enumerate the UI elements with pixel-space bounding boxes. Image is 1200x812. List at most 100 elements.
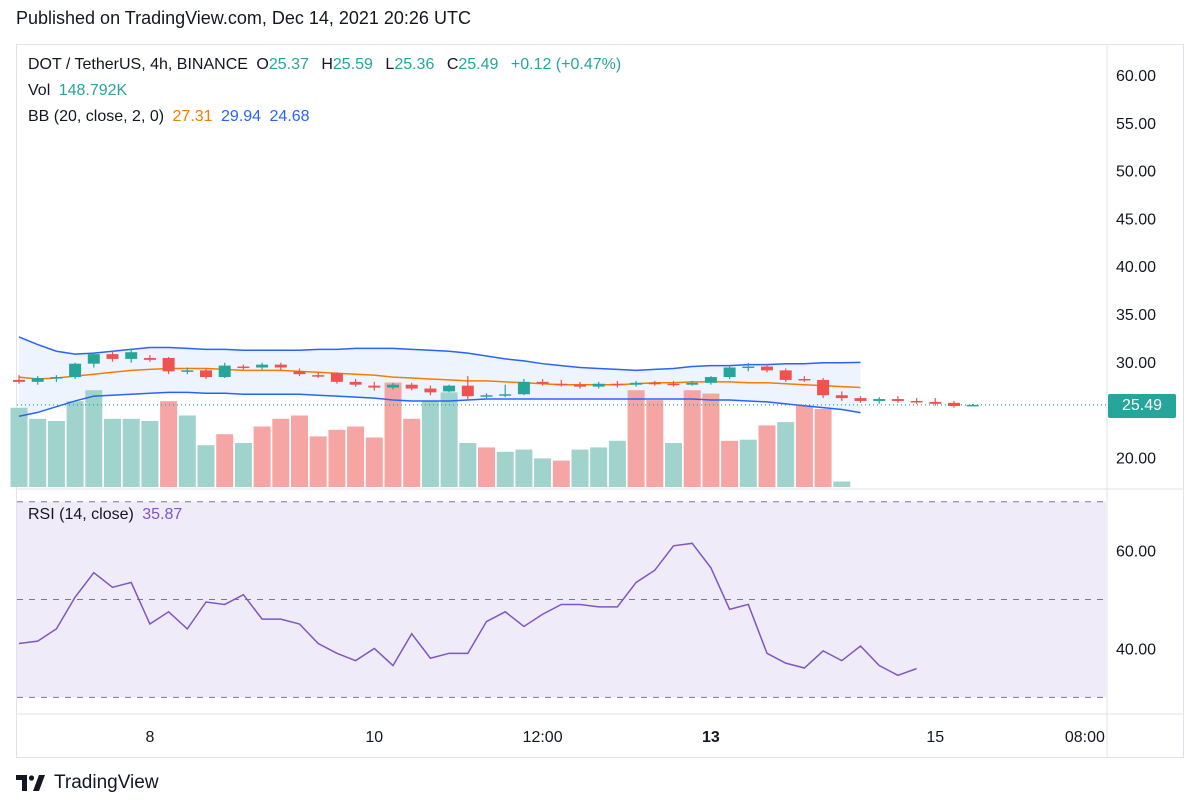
price-tick-label: 35.00 [1116,307,1156,324]
volume-bar [347,426,365,487]
candle-body [630,382,643,385]
bollinger-label[interactable]: BB (20, close, 2, 0) [28,108,165,125]
symbol-name[interactable]: DOT / TetherUS, 4h, BINANCE [28,56,248,73]
volume-label[interactable]: Vol [28,82,51,99]
footer-brand[interactable]: TradingView [54,772,159,793]
rsi-tick-label: 40.00 [1116,641,1156,658]
candle-body [966,404,979,407]
volume-bar [104,418,121,487]
volume-bar [309,436,327,487]
candle-body [948,402,960,407]
candle-body [686,382,699,385]
volume-bar [122,418,140,487]
candle-body [143,357,156,360]
symbol-legend: DOT / TetherUS, 4h, BINANCE O25.37 H25.5… [28,56,625,74]
price-tick-label: 55.00 [1116,116,1156,133]
change-value: +0.12 (+0.47%) [510,56,622,73]
candle-body [387,384,399,388]
candle-body [293,371,306,375]
bb-upper-line [18,336,861,372]
volume-bar [160,401,178,487]
price-tick-label: 20.00 [1116,450,1156,467]
candle-body [817,379,830,396]
bb-lower-line [18,391,861,417]
volume-bar [47,421,65,487]
volume-bar [197,445,215,487]
chart-frame[interactable] [16,44,1184,758]
volume-bar [795,405,813,487]
volume-bar [534,458,552,487]
volume-bar [739,439,757,487]
volume-bar [833,481,851,487]
candle-body [723,367,736,378]
bb-lower-value: 24.68 [269,108,310,125]
volume-bar [178,415,196,487]
rsi-legend: RSI (14, close) 35.87 [28,506,186,524]
candle-body [667,383,680,386]
candle-body [69,363,82,378]
volume-bar [440,392,458,487]
volume-bar [459,443,477,487]
candle-body [648,382,661,385]
open-value-group: O25.37 [256,56,313,73]
candle-body [237,366,250,369]
volume-bar [665,443,682,487]
candle-body [499,394,512,396]
candle-body [779,370,792,380]
candle-body [891,399,904,401]
volume-bar [721,440,739,487]
candle-body [461,385,474,397]
volume-bar [85,390,103,487]
volume-bar [814,408,832,487]
candle-body [368,385,381,388]
candle-body [13,379,25,382]
open-value: 25.37 [268,56,309,73]
rsi-tick-label: 60.00 [1116,544,1156,561]
bb-basis-value: 27.31 [172,108,213,125]
candle-body [125,352,138,359]
volume-bar [590,447,608,487]
time-tick-label: 13 [702,729,720,746]
volume-bar [10,407,28,487]
candle-body [873,399,886,401]
candle-body [574,384,586,387]
candle-body [312,375,325,377]
volume-bar [515,449,533,487]
price-tick-label: 60.00 [1116,68,1156,85]
volume-bar [421,401,439,487]
volume-bar [234,443,252,487]
rsi-value: 35.87 [142,506,183,523]
candle-body [256,364,269,368]
candle-body [181,370,194,372]
price-tick-label: 40.00 [1116,259,1156,276]
price-tick-label: 50.00 [1116,164,1156,181]
volume-bar [552,460,570,487]
close-value: 25.49 [458,56,499,73]
low-label: L [385,56,395,73]
volume-bar [777,422,795,487]
time-tick-label: 8 [145,729,154,746]
low-value-group: L25.36 [385,56,438,73]
rsi-line [18,542,917,677]
bb-fill-area [19,336,861,417]
last-price-label: 25.49 [1108,394,1176,418]
candle-body [162,357,175,372]
high-value: 25.59 [332,56,373,73]
time-tick-label: 12:00 [523,729,563,746]
candle-body [443,385,456,392]
rsi-label[interactable]: RSI (14, close) [28,506,134,523]
volume-bar [478,447,495,487]
volume-legend: Vol 148.792K [28,82,131,100]
footer: TradingView [16,772,159,794]
volume-bar [496,451,514,487]
volume-bar [571,449,589,487]
volume-bar [291,415,308,487]
volume-bar [758,425,776,487]
close-value-group: C25.49 [447,56,503,73]
price-tick-label: 45.00 [1116,211,1156,228]
volume-bar [365,437,383,487]
candle-body [910,400,923,403]
published-caption: Published on TradingView.com, Dec 14, 20… [16,8,471,28]
open-label: O [256,56,269,73]
